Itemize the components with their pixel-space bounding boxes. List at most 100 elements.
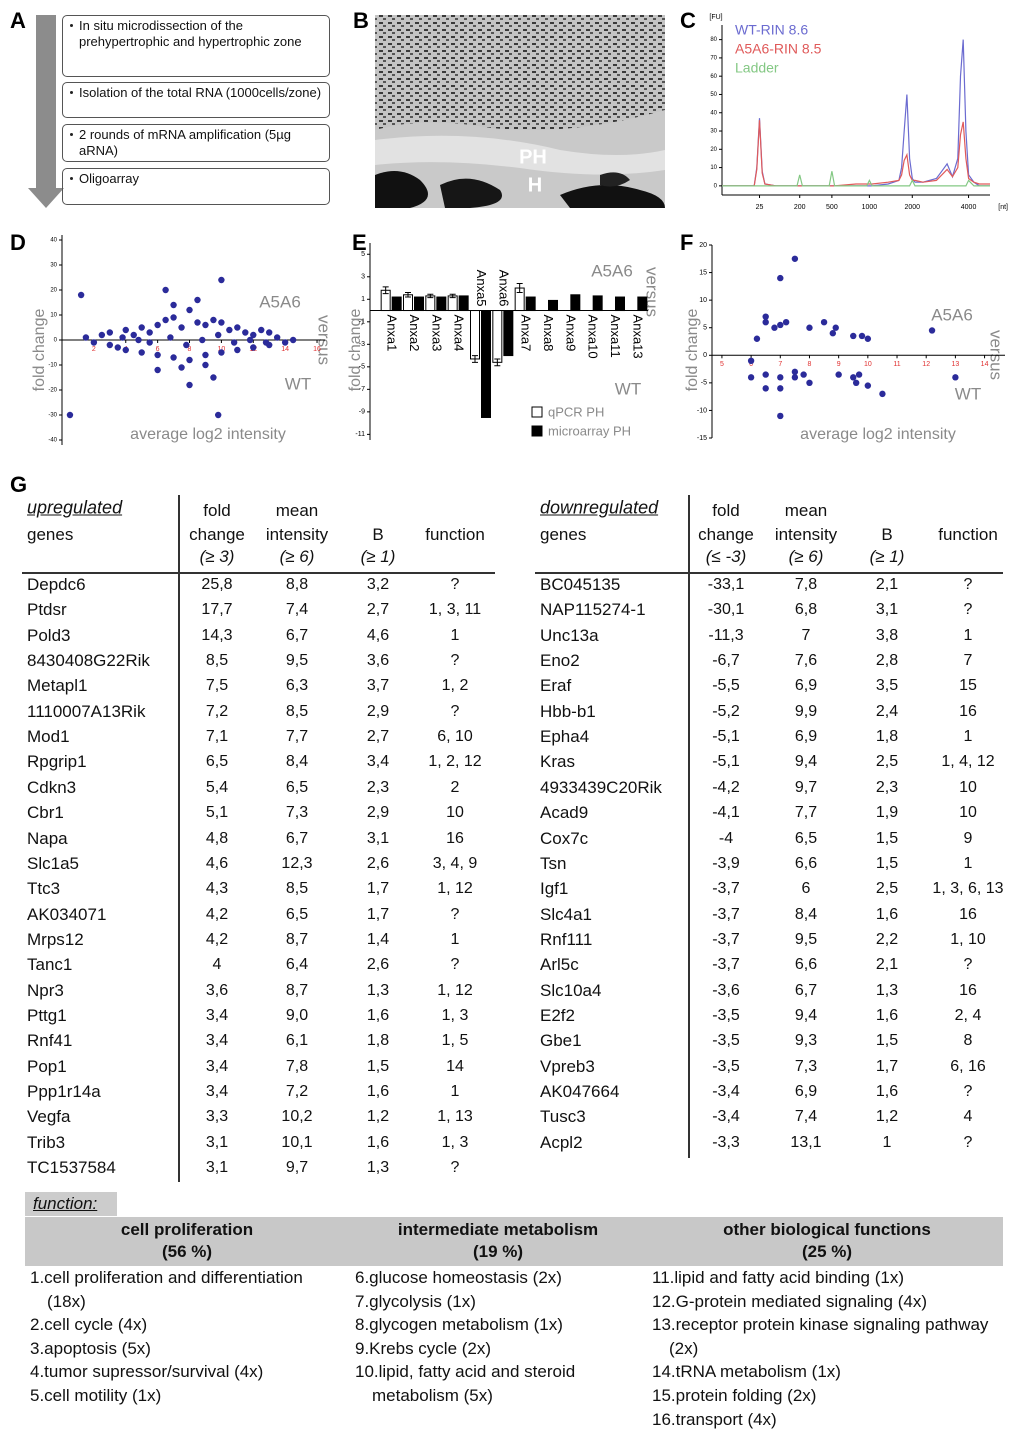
gene-name: Unc13a [540,626,599,646]
gene-name: Ttc3 [27,879,60,899]
gene-name: Eno2 [540,651,580,671]
table-cell: 2 [451,779,460,797]
table-cell: 4 [213,956,222,974]
gene-name: Ptdsr [27,600,67,620]
table-cell: 7,8 [286,1058,308,1076]
flow-step: Isolation of the total RNA (1000cells/zo… [62,82,330,118]
point [274,334,280,340]
gene-name: Napa [27,829,68,849]
table-cell: 7,6 [795,652,817,670]
function-item: 7.glycolysis (1x) [355,1290,647,1314]
table-cell: 7,3 [795,1058,817,1076]
table-cell: 3,4 [206,1058,228,1076]
table-cell: 1, 13 [437,1108,473,1126]
table-cell: ? [451,652,460,670]
table-cell: 7,2 [206,703,228,721]
point [266,329,272,335]
table-cell: 9,0 [286,1007,308,1025]
table-cell: 7,5 [206,677,228,695]
gene-name: Cdkn3 [27,778,76,798]
table-cell: 1,3 [876,982,898,1000]
table-cell: 1 [964,728,973,746]
table-cell: -3,5 [712,1058,740,1076]
table-cell: 1,5 [367,1058,389,1076]
y-tick-label: 5 [361,251,365,258]
column-header: function [938,525,998,545]
table-cell: 3,6 [206,982,228,1000]
table-cell: 3,1 [367,830,389,848]
table-cell: 7,4 [795,1108,817,1126]
point [856,371,862,377]
table-cell: 10,1 [281,1134,312,1152]
y-tick-label: -5 [701,380,707,387]
table-cell: 1, 2 [442,677,469,695]
point [830,330,836,336]
point [186,357,192,363]
point [282,339,288,345]
table-cell: 10 [959,779,977,797]
column-header: change [189,525,245,545]
y-axis-label: fold change [31,309,48,392]
table-cell: 16 [959,982,977,1000]
y-tick-label: -10 [48,363,57,369]
x-tick-label: Anxa11 [608,315,623,358]
table-cell: 4,6 [367,627,389,645]
point [162,287,168,293]
micrograph-label: PH [519,146,547,168]
y-tick-label: 60 [710,74,717,80]
function-list: 11.lipid and fatty acid binding (1x)12.G… [652,1266,1002,1429]
gene-name: 4933439C20Rik [540,778,662,798]
table-cell: 1 [451,1083,460,1101]
gene-name: Rnf41 [27,1031,72,1051]
table-cell: 9,7 [286,1159,308,1177]
annotation: WT [285,374,311,393]
point [777,374,783,380]
point [178,324,184,330]
point [194,319,200,325]
x-tick-label: 6 [156,346,160,353]
y-tick-label: -7 [359,386,365,393]
legend-label: qPCR PH [548,404,604,419]
table-cell: 6,4 [286,956,308,974]
y-tick-label: 0 [54,338,58,344]
x-tick-label: Anxa3 [429,315,444,352]
x-tick-label: 7 [778,361,782,368]
table-cell: 9,9 [795,703,817,721]
table-cell: ? [451,956,460,974]
gene-name: Pold3 [27,626,70,646]
column-header: genes [27,525,73,545]
table-cell: 4 [964,1108,973,1126]
table-cell: 6,9 [795,1083,817,1101]
x-tick-label: 5 [720,361,724,368]
point [231,339,237,345]
table-cell: 6,5 [286,779,308,797]
table-cell: -5,1 [712,753,740,771]
header-rule [22,572,495,574]
table-cell: -3,7 [712,880,740,898]
table-cell: 1, 12 [437,982,473,1000]
gene-name: Cbr1 [27,803,64,823]
gene-name: Tusc3 [540,1107,586,1127]
table-cell: 1,8 [876,728,898,746]
table-cell: -3,7 [712,906,740,924]
table-cell: 1,6 [876,906,898,924]
table-cell: 7 [802,627,811,645]
flow-step-text: 2 rounds of mRNA amplification (5µg aRNA… [79,127,291,158]
table-cell: -4,2 [712,779,740,797]
x-tick-label: 2000 [904,204,920,211]
gene-name: Pttg1 [27,1006,67,1026]
point [226,327,232,333]
y-tick-label: -1 [359,319,365,326]
table-cell: 1 [964,627,973,645]
point [67,412,73,418]
table-cell: 1,5 [876,855,898,873]
column-header: (≥ 6) [280,547,315,567]
table-cell: 2,3 [367,779,389,797]
bullet [70,133,73,136]
y-tick-label: -10 [697,407,707,414]
gene-name: Trib3 [27,1133,65,1153]
table-cell: 6,1 [286,1032,308,1050]
function-item: 4.tumor supressor/survival (4x) [30,1360,330,1384]
y-tick-label: 5 [703,325,707,332]
column-header: change [698,525,754,545]
